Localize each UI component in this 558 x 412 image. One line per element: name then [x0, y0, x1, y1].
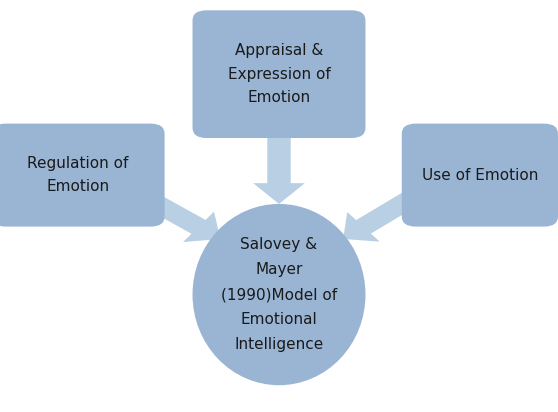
FancyArrow shape	[135, 189, 220, 242]
Text: Regulation of
Emotion: Regulation of Emotion	[27, 156, 129, 194]
FancyBboxPatch shape	[0, 124, 165, 227]
Text: Appraisal &
Expression of
Emotion: Appraisal & Expression of Emotion	[228, 43, 330, 105]
FancyBboxPatch shape	[402, 124, 558, 227]
Text: Use of Emotion: Use of Emotion	[422, 168, 538, 183]
Ellipse shape	[193, 204, 365, 385]
FancyBboxPatch shape	[193, 10, 365, 138]
Text: Salovey &
Mayer
(1990)Model of
Emotional
Intelligence: Salovey & Mayer (1990)Model of Emotional…	[221, 236, 337, 353]
FancyArrow shape	[253, 130, 305, 204]
FancyArrow shape	[343, 189, 423, 242]
